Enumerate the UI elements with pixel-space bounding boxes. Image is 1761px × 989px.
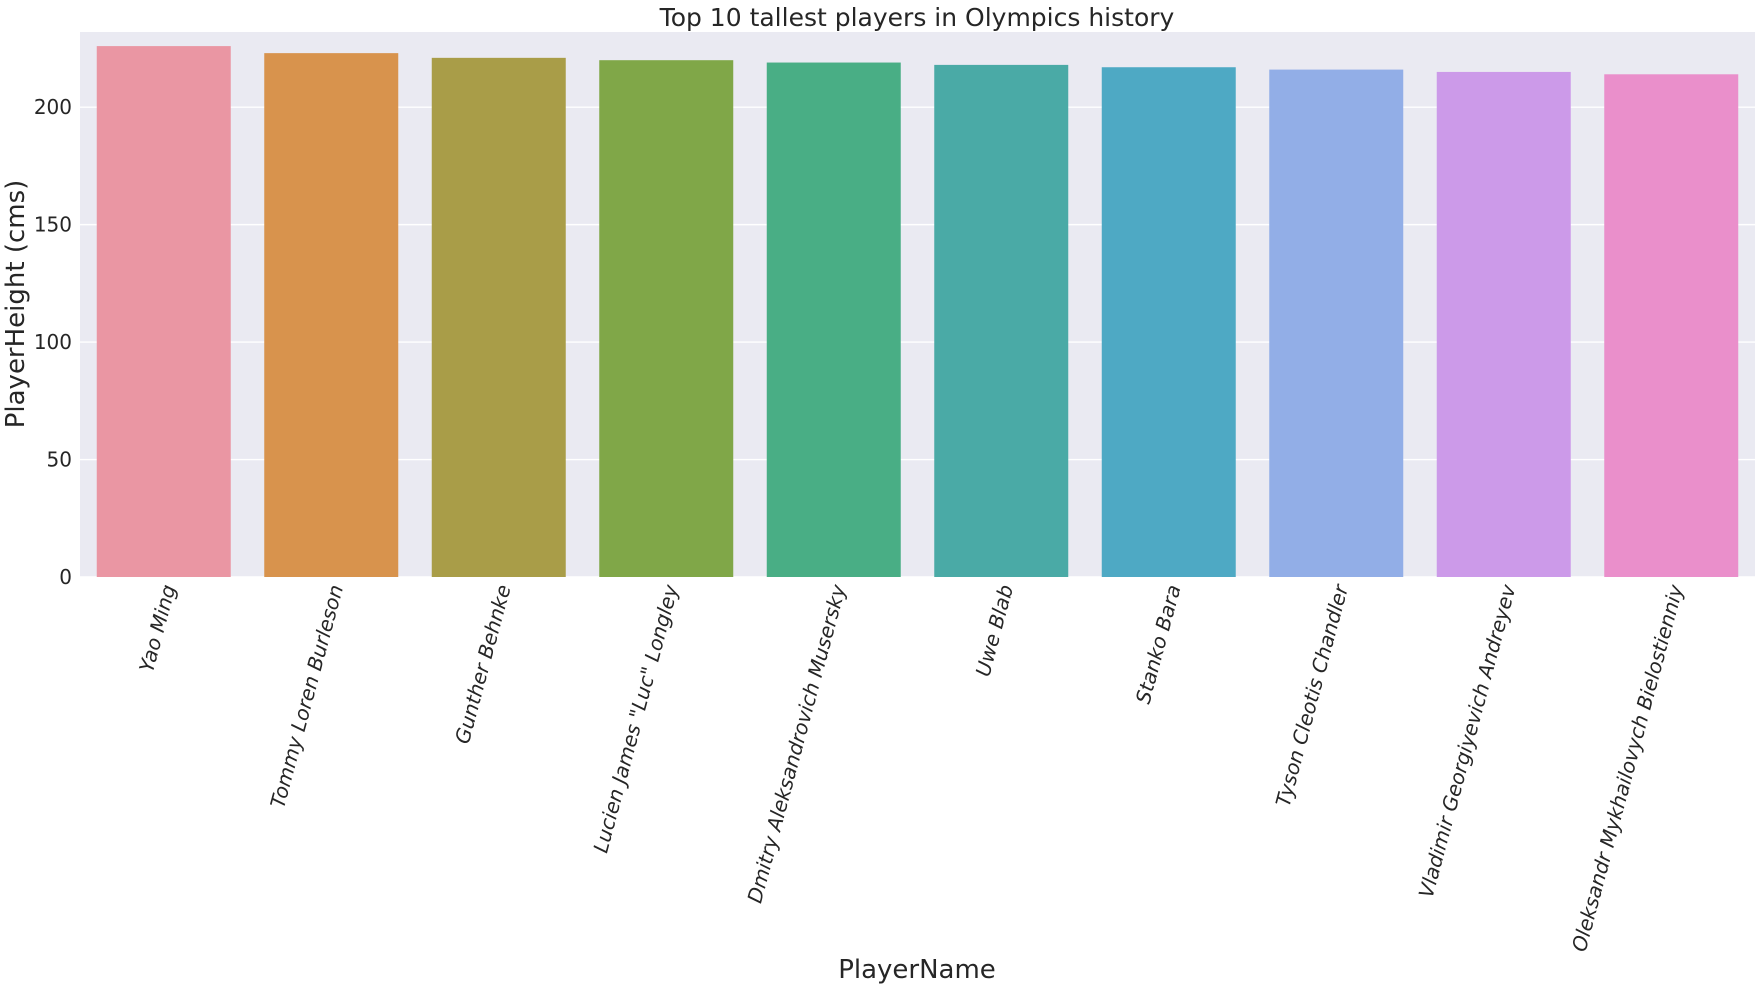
bar-3 bbox=[431, 57, 566, 578]
x-tick-label: Oleksandr Mykhailovych Bielostienniy bbox=[1567, 581, 1689, 954]
x-tick-label: Stanko Bara bbox=[1131, 582, 1186, 706]
x-tick-label: Tommy Loren Burleson bbox=[265, 582, 348, 810]
chart-title: Top 10 tallest players in Olympics histo… bbox=[659, 3, 1175, 32]
bar-8 bbox=[1269, 69, 1404, 577]
x-tick-labels: Yao Ming Tommy Loren Burleson Gunther Behn… bbox=[134, 580, 1688, 954]
y-tick-label: 100 bbox=[34, 330, 72, 354]
bar-2 bbox=[264, 53, 399, 578]
x-tick-label: Tyson Cleotis Chandler bbox=[1271, 580, 1354, 809]
x-axis-title: PlayerName bbox=[838, 955, 996, 985]
y-tick-labels: 0 50 100 150 200 bbox=[34, 95, 72, 589]
bar-1 bbox=[96, 46, 231, 577]
bar-4 bbox=[599, 60, 734, 578]
x-tick-label: Vladimir Georgiyevich Andreyev bbox=[1414, 581, 1521, 900]
y-tick-label: 0 bbox=[59, 565, 72, 589]
x-tick-label: Yao Ming bbox=[134, 582, 180, 675]
y-tick-label: 150 bbox=[34, 213, 72, 237]
bar-7 bbox=[1101, 67, 1236, 578]
x-tick-label: Uwe Blab bbox=[971, 582, 1018, 679]
x-tick-label: Dmitry Aleksandrovich Musersky bbox=[742, 581, 850, 906]
bar-9 bbox=[1436, 71, 1571, 577]
y-tick-label: 200 bbox=[34, 95, 72, 119]
bar-6 bbox=[934, 64, 1069, 577]
bar-10 bbox=[1604, 74, 1739, 577]
x-tick-label: Gunther Behnke bbox=[450, 582, 516, 746]
bars bbox=[96, 46, 1739, 578]
y-axis-title: PlayerHeight (cms) bbox=[1, 180, 31, 429]
y-tick-label: 50 bbox=[47, 448, 72, 472]
x-tick-label: Lucien James "Luc" Longley bbox=[588, 581, 683, 855]
bar-5 bbox=[766, 62, 901, 577]
